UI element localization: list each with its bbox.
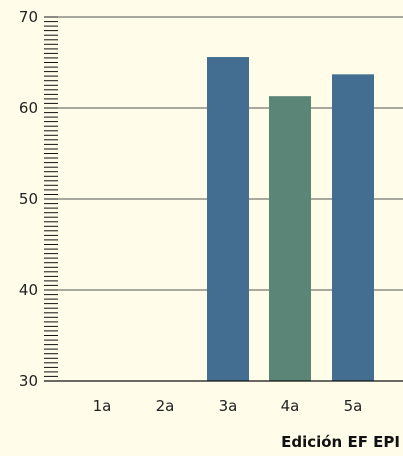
y-tick-label-70: 70	[19, 8, 38, 26]
y-tick-label-60: 60	[19, 99, 38, 117]
bar-5a	[332, 74, 374, 381]
x-axis-tick-labels: 1a 2a 3a 4a 5a	[93, 397, 363, 415]
x-axis-title: Edición EF EPI	[281, 433, 400, 451]
x-tick-label-3a: 3a	[219, 397, 238, 415]
y-tick-label-50: 50	[19, 190, 38, 208]
x-tick-label-2a: 2a	[156, 397, 175, 415]
bar-4a	[269, 96, 311, 382]
bars	[207, 57, 374, 382]
x-tick-label-5a: 5a	[344, 397, 363, 415]
y-tick-label-30: 30	[19, 372, 38, 390]
bar-3a	[207, 57, 249, 381]
x-tick-label-4a: 4a	[281, 397, 300, 415]
y-axis-tick-labels: 30 40 50 60 70	[19, 8, 38, 390]
x-tick-label-1a: 1a	[93, 397, 112, 415]
y-tick-label-40: 40	[19, 281, 38, 299]
